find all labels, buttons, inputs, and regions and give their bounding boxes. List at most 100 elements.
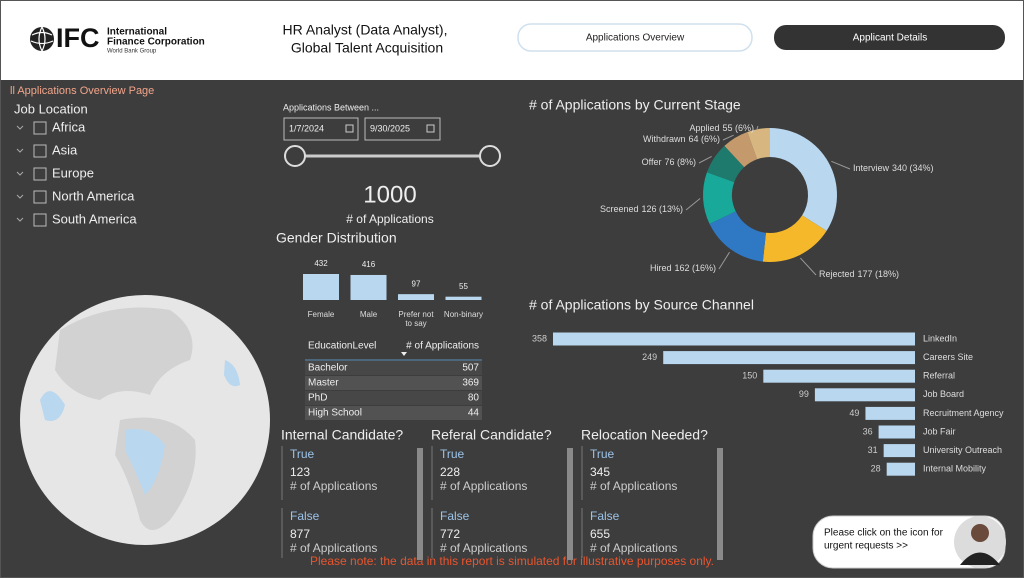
table-cell: 80 xyxy=(468,393,480,404)
category-label: Screened xyxy=(600,204,639,214)
date-end[interactable]: 9/30/2025 xyxy=(370,123,410,133)
checkbox[interactable] xyxy=(33,144,47,158)
filter-option[interactable]: North America xyxy=(52,188,135,203)
bar xyxy=(763,369,915,383)
data-label: 31 xyxy=(868,445,878,455)
filter-option[interactable]: Asia xyxy=(52,142,78,157)
region-highlight xyxy=(125,429,165,495)
chart-title: # of Applications by Source Channel xyxy=(529,297,754,313)
table-header: # of Applications xyxy=(406,341,479,352)
data-label: 358 xyxy=(532,333,547,343)
sort-arrow[interactable] xyxy=(401,352,407,356)
filter-option[interactable]: Europe xyxy=(52,165,94,180)
date-input[interactable] xyxy=(283,117,359,141)
x-tick-label: Female xyxy=(307,310,335,319)
scrollbar[interactable] xyxy=(567,448,573,560)
checkbox[interactable] xyxy=(33,167,47,181)
card-label: True xyxy=(590,447,615,461)
bar xyxy=(553,332,915,346)
filter-option[interactable]: Africa xyxy=(52,119,86,134)
value-label: 340 (34%) xyxy=(892,163,934,173)
card-value: 345 xyxy=(590,465,610,479)
value-label: 162 (16%) xyxy=(674,263,716,273)
table-row xyxy=(305,391,482,405)
y-tick-label: Internal Mobility xyxy=(923,464,987,474)
page-label: ll Applications Overview Page xyxy=(10,85,154,97)
table-cell: PhD xyxy=(308,393,327,404)
chevron[interactable] xyxy=(16,148,24,153)
y-tick-label: University Outreach xyxy=(923,445,1002,455)
land xyxy=(55,307,193,400)
checkbox[interactable] xyxy=(33,190,47,204)
scrollbar[interactable] xyxy=(717,448,723,560)
table-cell: 507 xyxy=(462,363,479,374)
data-label: Screened 126 (13%) xyxy=(600,204,683,214)
calendar-icon[interactable] xyxy=(426,124,435,133)
table-cell: Bachelor xyxy=(308,363,348,374)
report-title: Global Talent Acquisition xyxy=(291,40,443,56)
data-label: Interview 340 (34%) xyxy=(853,163,934,173)
chevron[interactable] xyxy=(16,194,24,199)
card-value: 123 xyxy=(290,465,310,479)
tab-label[interactable]: Applications Overview xyxy=(586,33,685,44)
category-label: Withdrawn xyxy=(643,134,686,144)
chart-title: # of Applications by Current Stage xyxy=(529,97,741,113)
table-cell: 369 xyxy=(462,378,479,389)
table-cell: 44 xyxy=(468,408,480,419)
data-label: 97 xyxy=(412,279,421,288)
data-label: 249 xyxy=(642,352,657,362)
urgent-text[interactable]: urgent requests >> xyxy=(824,541,908,552)
y-tick-label: Referral xyxy=(923,371,955,381)
donut-slice xyxy=(770,128,837,231)
kpi-label: # of Applications xyxy=(346,212,433,226)
card-measure: # of Applications xyxy=(440,541,527,555)
y-tick-label: Job Board xyxy=(923,389,964,399)
donut-slice xyxy=(706,145,745,183)
card-title: Internal Candidate? xyxy=(281,427,403,443)
card-label: True xyxy=(290,447,315,461)
tab-button[interactable] xyxy=(774,25,1005,50)
table-row xyxy=(305,376,482,390)
card-measure: # of Applications xyxy=(590,541,677,555)
scrollbar[interactable] xyxy=(417,448,423,560)
data-label: Applied 55 (6%) xyxy=(689,123,754,133)
value-label: 64 (6%) xyxy=(688,134,720,144)
table-row xyxy=(305,406,482,420)
x-tick-label: Non-binary xyxy=(443,310,484,319)
chevron[interactable] xyxy=(16,171,24,176)
data-label: Rejected 177 (18%) xyxy=(819,269,899,279)
card-label: True xyxy=(440,447,465,461)
date-input[interactable] xyxy=(364,117,441,141)
bar xyxy=(303,274,339,300)
checkbox[interactable] xyxy=(33,121,47,135)
date-start[interactable]: 1/7/2024 xyxy=(289,123,324,133)
card-label: False xyxy=(290,509,320,523)
y-tick-label: Careers Site xyxy=(923,352,973,362)
data-label: Hired 162 (16%) xyxy=(650,263,716,273)
donut-slice xyxy=(724,131,758,168)
data-label: Offer 76 (8%) xyxy=(642,157,696,167)
data-label: 55 xyxy=(459,282,468,291)
slider-handle[interactable] xyxy=(284,145,306,167)
checkbox[interactable] xyxy=(33,213,47,227)
calendar-icon[interactable] xyxy=(345,124,354,133)
photo-body xyxy=(960,552,1000,565)
kpi-value: 1000 xyxy=(363,181,416,208)
urgent-text[interactable]: Please click on the icon for xyxy=(824,528,944,539)
logo-globe xyxy=(30,27,54,51)
tab-label[interactable]: Applicant Details xyxy=(853,33,927,44)
data-label: 432 xyxy=(314,259,328,268)
donut-slice xyxy=(709,211,766,262)
chevron[interactable] xyxy=(16,217,24,222)
tab-button[interactable] xyxy=(517,23,753,52)
chevron[interactable] xyxy=(16,125,24,130)
filter-option[interactable]: South America xyxy=(52,211,137,226)
filter-title: Job Location xyxy=(14,101,88,116)
leader-line xyxy=(698,155,712,164)
card-title: Referal Candidate? xyxy=(431,427,552,443)
slider-handle[interactable] xyxy=(479,145,501,167)
bar xyxy=(886,462,915,476)
donut-slice xyxy=(703,172,736,224)
value-label: 55 (6%) xyxy=(722,123,754,133)
